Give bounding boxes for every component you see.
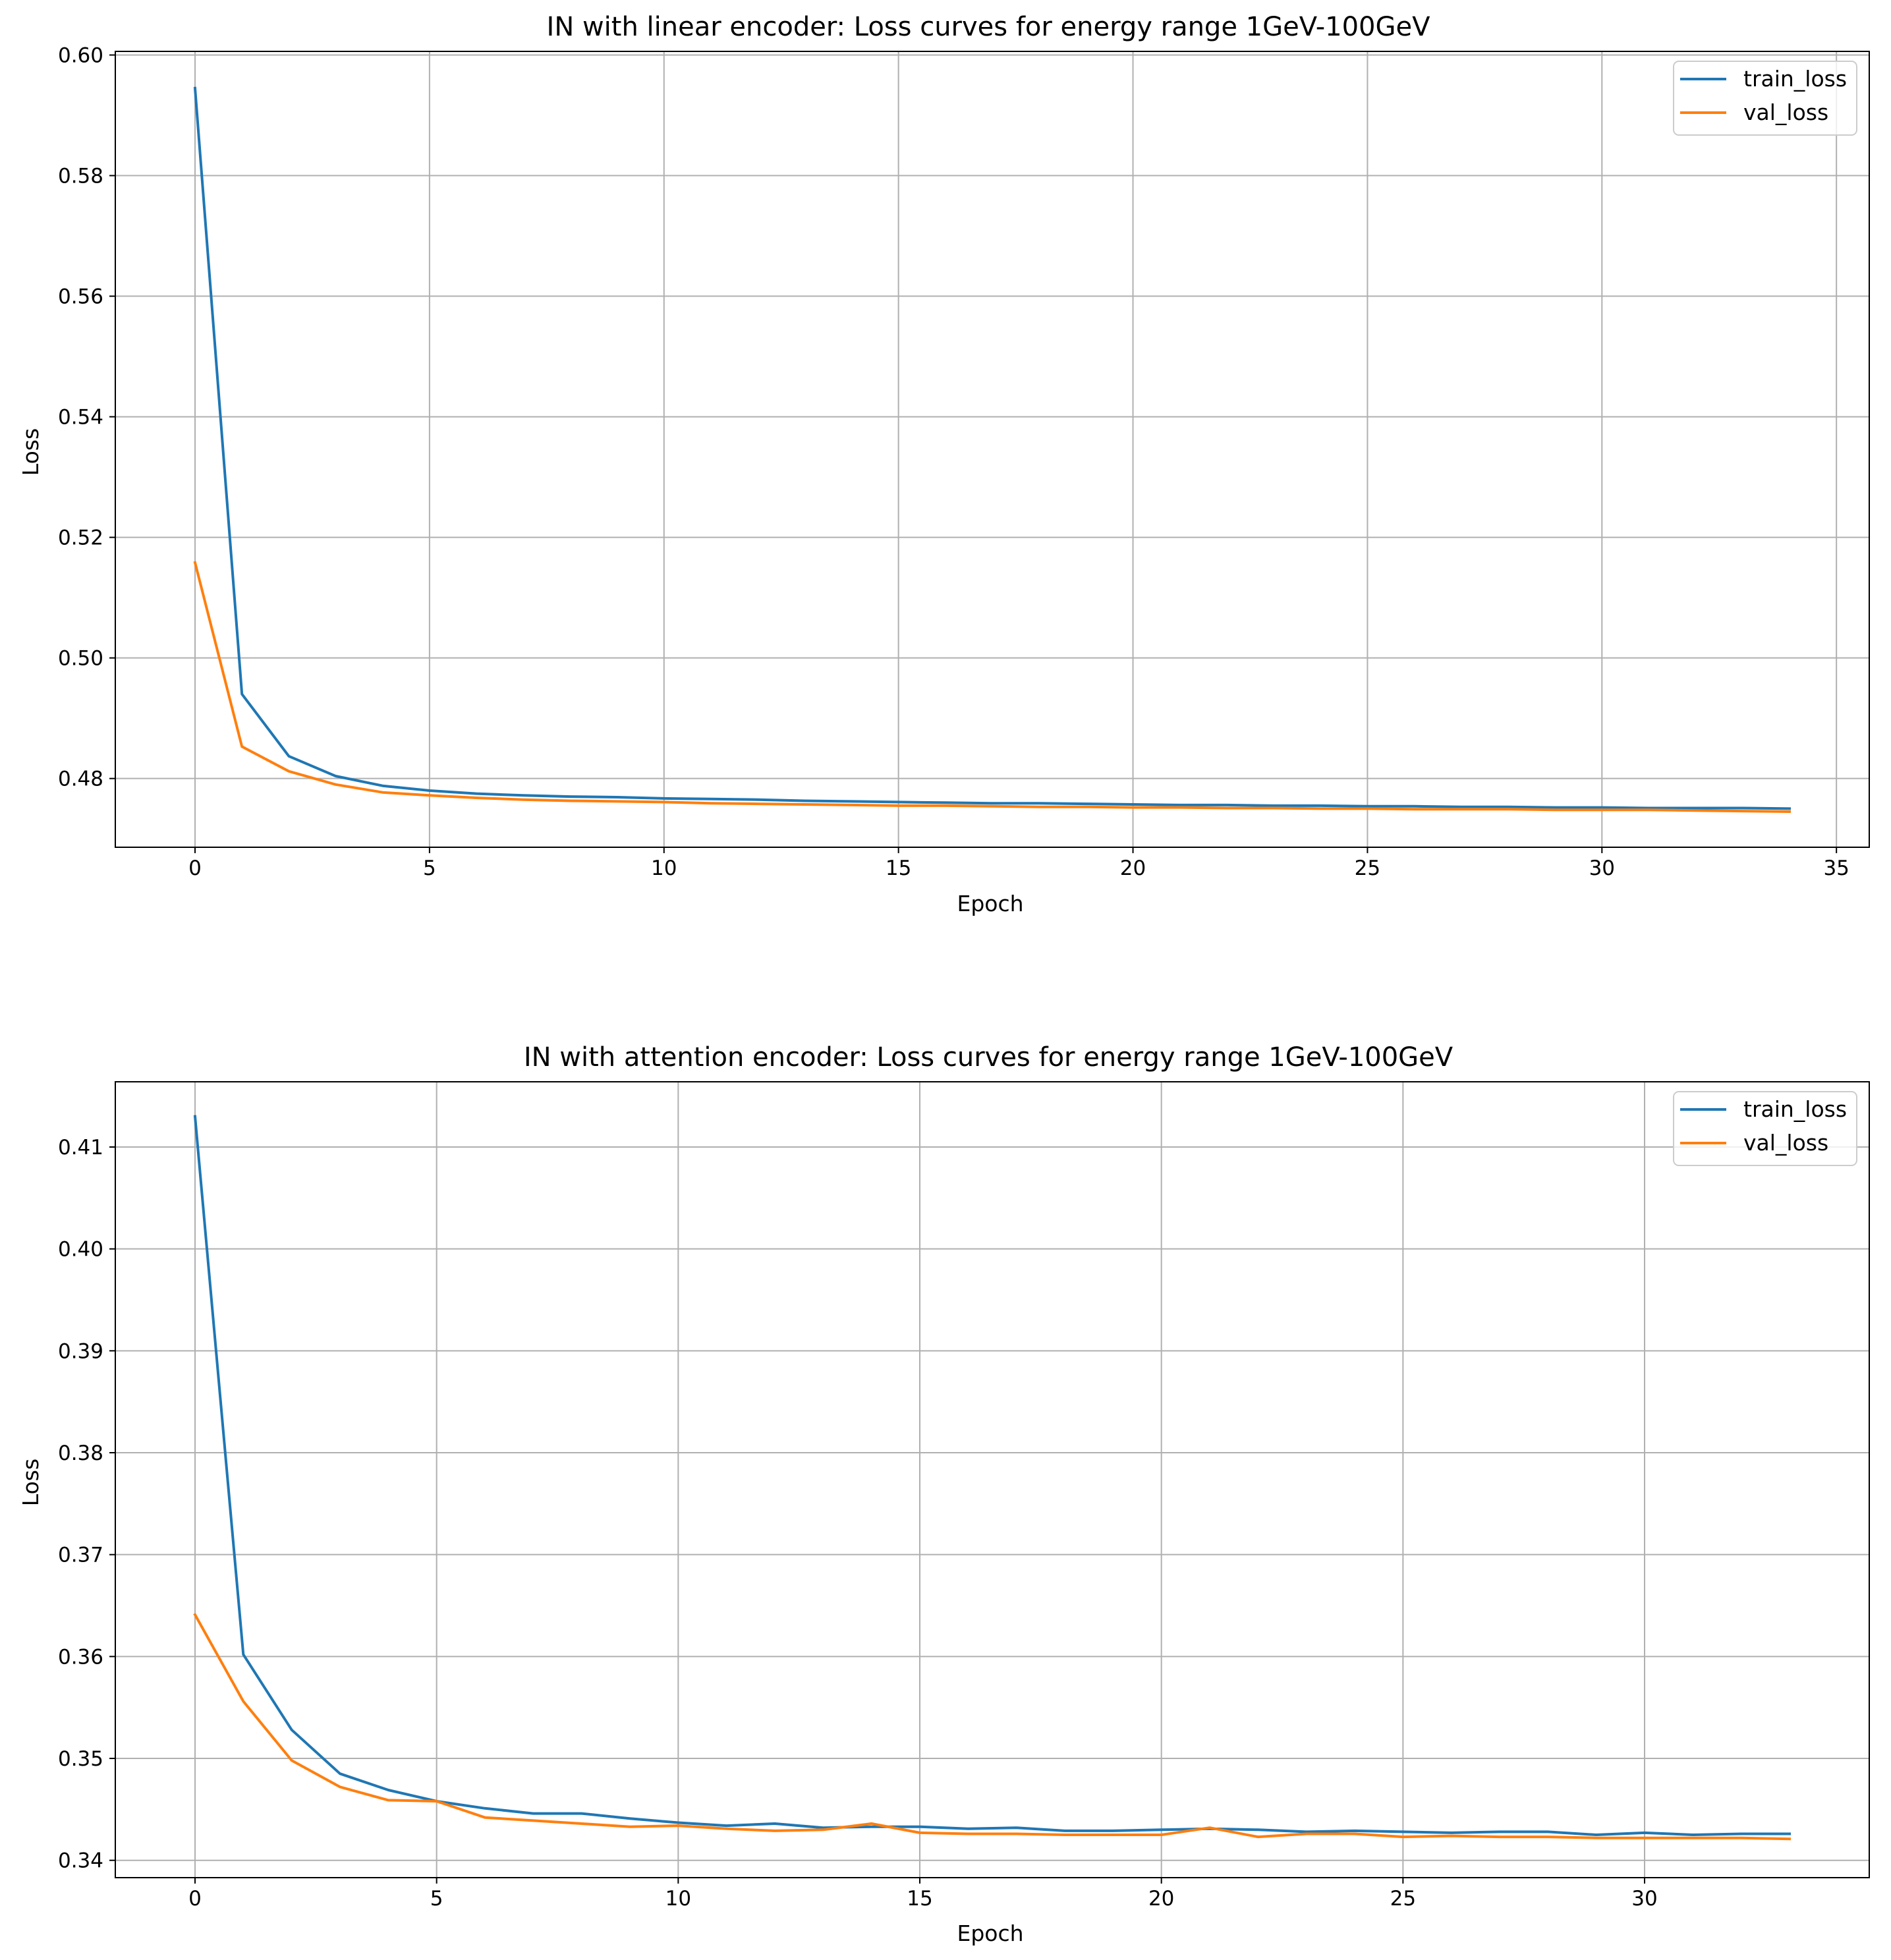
x-tick-label: 0 <box>188 1887 202 1911</box>
series-line-train-loss <box>193 1115 1791 1836</box>
y-tick-label: 0.60 <box>58 43 103 67</box>
y-tick-label: 0.38 <box>58 1442 103 1465</box>
series-line-val-loss <box>193 1613 1792 1841</box>
chart-title: IN with linear encoder: Loss curves for … <box>547 12 1431 42</box>
y-tick-label: 0.52 <box>58 526 103 550</box>
x-tick-label: 10 <box>665 1887 691 1911</box>
y-tick-label: 0.54 <box>58 406 103 430</box>
y-tick-label: 0.37 <box>58 1544 103 1567</box>
y-tick-label: 0.56 <box>58 285 103 309</box>
x-tick-label: 30 <box>1589 856 1615 880</box>
x-tick-label: 15 <box>886 856 911 880</box>
x-tick-label: 15 <box>907 1887 932 1911</box>
legend-label-train-loss: train_loss <box>1743 1096 1847 1122</box>
y-tick-label: 0.36 <box>58 1645 103 1669</box>
x-tick-label: 20 <box>1148 1887 1174 1911</box>
x-tick-label: 20 <box>1120 856 1146 880</box>
x-tick-label: 10 <box>651 856 677 880</box>
legend: train_loss val_loss <box>1673 61 1857 136</box>
y-tick-label: 0.35 <box>58 1747 103 1771</box>
x-tick-label: 25 <box>1355 856 1380 880</box>
series-line-val-loss <box>193 561 1792 814</box>
y-tick-label: 0.41 <box>58 1136 103 1160</box>
chart-title: IN with attention encoder: Loss curves f… <box>524 1042 1454 1073</box>
series-line-train-loss <box>193 86 1792 810</box>
x-tick-label: 5 <box>423 856 436 880</box>
x-axis-label: Epoch <box>957 1920 1023 1946</box>
y-axis-label: Loss <box>18 428 43 476</box>
x-axis-label: Epoch <box>957 891 1023 916</box>
y-tick-label: 0.40 <box>58 1238 103 1262</box>
x-tick-label: 25 <box>1390 1887 1416 1911</box>
linear-encoder-loss-chart: IN with linear encoder: Loss curves for … <box>18 12 1870 916</box>
legend: train_loss val_loss <box>1673 1091 1857 1166</box>
legend-label-val-loss: val_loss <box>1743 99 1828 125</box>
plot-frame <box>115 1081 1870 1878</box>
y-tick-label: 0.50 <box>58 647 103 671</box>
x-tick-label: 30 <box>1631 1887 1657 1911</box>
plot-frame <box>115 51 1870 848</box>
legend-label-train-loss: train_loss <box>1743 66 1847 92</box>
y-tick-label: 0.48 <box>58 768 103 791</box>
x-tick-label: 35 <box>1823 856 1849 880</box>
x-tick-label: 5 <box>430 1887 443 1911</box>
y-tick-label: 0.34 <box>58 1849 103 1873</box>
y-tick-label: 0.58 <box>58 165 103 188</box>
y-axis-label: Loss <box>18 1459 43 1506</box>
x-tick-label: 0 <box>188 856 202 880</box>
legend-label-val-loss: val_loss <box>1743 1130 1828 1156</box>
attention-encoder-loss-chart: IN with attention encoder: Loss curves f… <box>18 1042 1870 1946</box>
y-tick-label: 0.39 <box>58 1339 103 1363</box>
